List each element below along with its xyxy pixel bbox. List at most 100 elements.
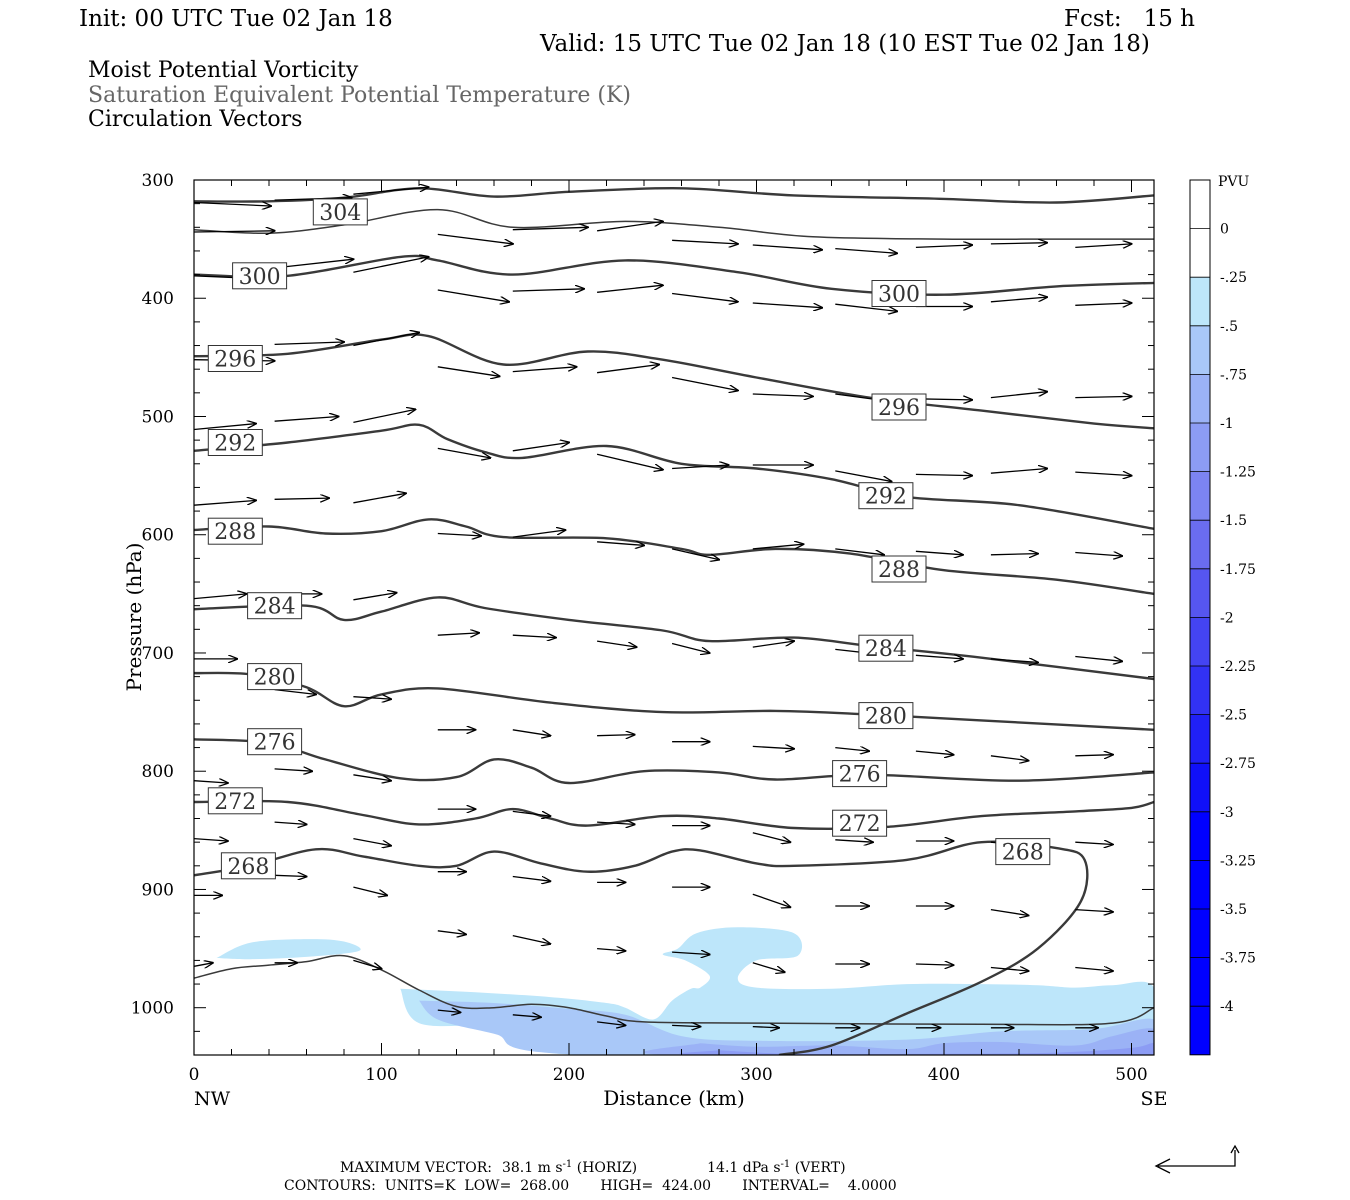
contour-line xyxy=(194,738,1154,785)
circulation-vector xyxy=(194,500,256,506)
footer-vert-exp: -1 xyxy=(781,1159,791,1170)
circulation-vector xyxy=(512,810,551,816)
contour-label-box xyxy=(207,787,263,815)
circulation-vector xyxy=(752,244,822,250)
circulation-vector xyxy=(597,640,636,647)
colorbar-label: -.25 xyxy=(1220,270,1247,286)
contour-label-box xyxy=(871,280,927,307)
footer-horiz-exp: -1 xyxy=(563,1159,573,1170)
circulation-vector xyxy=(672,1025,700,1026)
colorbar-swatch xyxy=(1190,471,1210,521)
circulation-vector xyxy=(512,227,588,229)
circulation-vector xyxy=(437,447,491,458)
colorbar-swatch xyxy=(1190,666,1210,715)
circulation-vector xyxy=(672,465,728,469)
colorbar-label: -2.5 xyxy=(1220,708,1247,724)
colorbar-label: -3.25 xyxy=(1220,853,1256,869)
circulation-vector xyxy=(1075,396,1131,397)
circulation-vector xyxy=(437,1010,461,1012)
colorbar-label: -1.5 xyxy=(1220,513,1247,529)
contour-line xyxy=(194,333,1154,430)
contour-label-box xyxy=(871,393,927,421)
circulation-vector xyxy=(835,247,897,254)
pv-shade-region xyxy=(679,1042,1154,1055)
circulation-vector xyxy=(752,641,794,648)
colorbar-label: -2.25 xyxy=(1220,659,1256,675)
circulation-vector xyxy=(915,751,954,755)
circulation-vector xyxy=(278,259,353,269)
circulation-vector xyxy=(353,409,415,424)
circulation-vector xyxy=(1075,553,1122,557)
x-tick-label: 100 xyxy=(365,1065,397,1085)
circulation-vector xyxy=(194,231,275,232)
x-end-label-left: NW xyxy=(194,1088,231,1110)
contour-label: 276 xyxy=(839,763,881,788)
colorbar-label: -3.5 xyxy=(1220,902,1247,918)
contour-label: 276 xyxy=(254,731,296,756)
contour-label: 300 xyxy=(239,265,281,290)
colorbar-swatch xyxy=(1190,325,1210,375)
circulation-vector xyxy=(194,781,228,783)
circulation-vector xyxy=(512,443,569,452)
circulation-vector xyxy=(990,297,1047,303)
circulation-vector xyxy=(835,548,884,555)
colorbar-label: -2.75 xyxy=(1220,756,1256,772)
footer-contours: CONTOURS: UNITS=K LOW= 268.00 HIGH= 424.… xyxy=(284,1178,897,1194)
circulation-vector xyxy=(752,832,791,843)
y-tick-label: 700 xyxy=(142,644,174,664)
init-time: Init: 00 UTC Tue 02 Jan 18 xyxy=(79,6,393,32)
contour-label: 272 xyxy=(214,790,256,815)
colorbar-label: -4 xyxy=(1220,999,1234,1015)
contour-label-box xyxy=(247,728,303,756)
circulation-vector xyxy=(512,1015,541,1017)
circulation-vector xyxy=(672,240,738,244)
circulation-vector xyxy=(752,746,794,748)
colorbar-label: -1.75 xyxy=(1220,562,1256,578)
pv-colorbar: 0 -.25 -.5 -.75 -1 -1.25 -1.5 -1.75 -2 -2.25 -2.5 -… xyxy=(1189,179,1256,1056)
circulation-vector xyxy=(671,376,738,391)
colorbar-swatch xyxy=(1190,763,1210,812)
contour-label: 296 xyxy=(214,348,256,373)
field-mpv-label: Moist Potential Vorticity xyxy=(88,58,359,83)
y-axis-title: Pressure (hPa) xyxy=(122,543,146,692)
circulation-vector xyxy=(194,424,256,431)
field-vectors-label: Circulation Vectors xyxy=(88,107,303,132)
circulation-vector xyxy=(835,303,897,311)
circulation-vector xyxy=(512,875,551,882)
circulation-vector xyxy=(1075,244,1131,248)
circulation-vector xyxy=(274,769,313,771)
circulation-vector xyxy=(437,289,509,302)
circulation-vector xyxy=(437,931,466,935)
axes: 300 400 500 600 700 800 900 1000 0 100 200 300 400 50… xyxy=(131,171,1154,1085)
circulation-vector xyxy=(990,968,1029,972)
pv-shading-layer xyxy=(216,927,1154,1055)
circulation-vector xyxy=(1075,910,1113,912)
contour-line xyxy=(194,208,1154,241)
contour-label: 288 xyxy=(214,520,256,545)
circulation-vector xyxy=(597,1022,625,1026)
contour-label-box xyxy=(832,760,888,788)
contour-label: 296 xyxy=(878,396,920,421)
pv-shade-region xyxy=(216,939,361,960)
circulation-vector xyxy=(752,893,791,907)
colorbar-label: -2 xyxy=(1220,610,1234,626)
circulation-vector xyxy=(915,245,972,247)
circulation-vector xyxy=(597,542,644,546)
footer-horiz-value: 38.1 m s xyxy=(502,1160,563,1176)
contour-label-box xyxy=(858,482,914,510)
circulation-vector xyxy=(512,729,551,736)
circulation-vector xyxy=(990,554,1038,555)
footer-max-vector: MAXIMUM VECTOR: 38.1 m s-1 (HORIZ) 14.1 dP… xyxy=(340,1159,846,1176)
colorbar-swatch xyxy=(1190,180,1210,229)
circulation-vector xyxy=(194,963,213,967)
contour-line xyxy=(194,423,1154,530)
circulation-vector xyxy=(752,1027,779,1028)
plot-frame xyxy=(193,179,1155,1056)
contour-label: 292 xyxy=(214,432,256,457)
y-tick-label: 600 xyxy=(142,526,174,546)
circulation-vector xyxy=(353,257,428,273)
circulation-vector xyxy=(752,962,785,972)
colorbar-units: PVU xyxy=(1218,174,1250,190)
y-tick-label: 900 xyxy=(142,880,174,900)
circulation-vector xyxy=(752,394,813,396)
